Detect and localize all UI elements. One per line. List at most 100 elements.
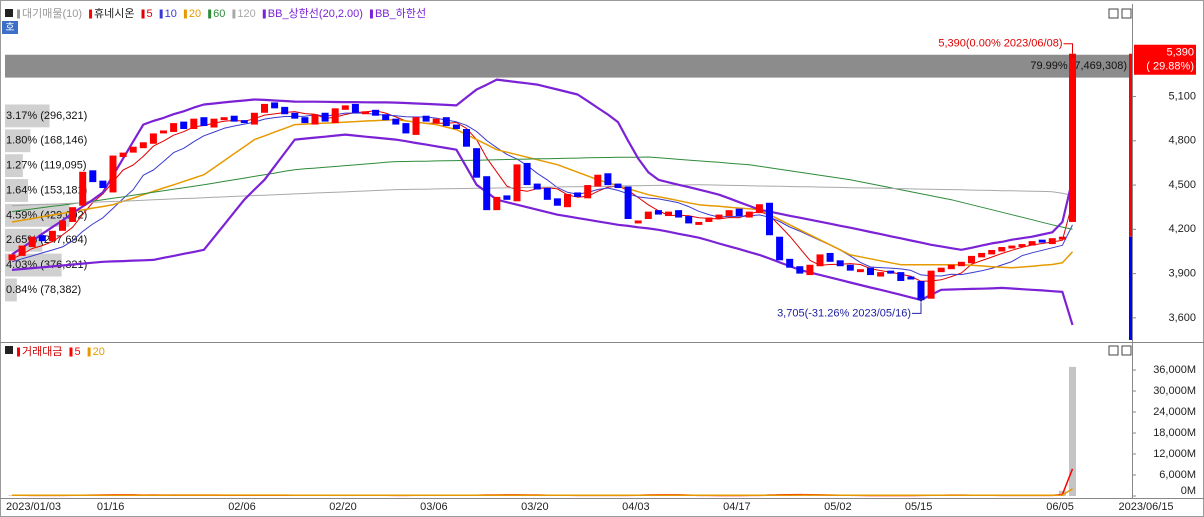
- candle-body: [210, 118, 218, 128]
- legend-swatch: [17, 347, 20, 357]
- candle-body: [564, 193, 571, 208]
- candle-body: [1018, 244, 1026, 248]
- candle-body: [180, 121, 188, 129]
- candle-body: [341, 105, 349, 110]
- candle-body: [1048, 238, 1056, 245]
- candle-body: [614, 183, 622, 189]
- candle-body: [1058, 236, 1066, 240]
- candle-body: [119, 152, 127, 158]
- candle-body: [806, 264, 814, 276]
- annotation-arrow: [912, 302, 922, 314]
- candle-body: [271, 102, 279, 109]
- y-tick-label: 30,000M: [1153, 385, 1196, 397]
- candle-body: [59, 220, 66, 231]
- profile-bar: [5, 129, 31, 153]
- candle-body: [826, 252, 834, 262]
- candle-body: [291, 112, 299, 119]
- candle-body: [230, 115, 238, 122]
- y-tick-label: 36,000M: [1153, 364, 1196, 376]
- panel-tag-box[interactable]: [2, 21, 18, 34]
- x-tick-label: 05/15: [905, 501, 933, 513]
- profile-label: 2.65% (247,694): [6, 234, 87, 246]
- profile-label: 1.80% (168,146): [6, 135, 87, 147]
- candle-body: [877, 272, 885, 277]
- legend-swatch: [89, 9, 93, 19]
- last-price-change: ( 29.88%): [1146, 61, 1194, 73]
- panel-icon[interactable]: [5, 9, 13, 17]
- candle-body: [705, 217, 713, 222]
- legend-label: 대기매물(10): [22, 7, 82, 20]
- legend-swatch: [232, 9, 236, 19]
- panel-button[interactable]: [1121, 345, 1132, 356]
- candle-body: [220, 117, 228, 121]
- candle-body: [422, 115, 430, 122]
- candle-body: [362, 111, 369, 115]
- candle-body: [69, 207, 77, 222]
- line-series: [11, 78, 1074, 256]
- candle-body: [503, 195, 511, 200]
- candle-body: [99, 180, 107, 189]
- candle-body: [412, 117, 420, 135]
- candle-body: [675, 210, 683, 218]
- candle-body: [432, 118, 440, 124]
- candle-body: [200, 117, 208, 127]
- candle-body: [715, 214, 723, 220]
- legend-label: 5: [74, 346, 80, 358]
- line-series: [11, 112, 1073, 277]
- candle-body: [190, 118, 198, 129]
- panel-button[interactable]: [1108, 345, 1119, 356]
- candle-body: [685, 216, 693, 224]
- candle-body: [240, 120, 248, 124]
- legend-label: 휴네시온: [94, 7, 134, 20]
- candle-body: [402, 123, 410, 134]
- candle-body: [836, 260, 844, 267]
- x-tick-label: 05/02: [824, 501, 852, 513]
- legend-label: BB_하한선: [375, 6, 426, 20]
- panel-button[interactable]: [1121, 8, 1132, 19]
- legend-swatch: [262, 9, 266, 19]
- candle-body: [644, 211, 652, 220]
- candle-body: [1038, 239, 1046, 243]
- candle-body: [523, 162, 531, 186]
- line-series: [11, 184, 1073, 207]
- candle-body: [735, 208, 743, 217]
- candle-body: [452, 124, 460, 129]
- last-price-box: [1134, 44, 1196, 75]
- candle-body: [493, 196, 501, 211]
- candle-body: [624, 186, 632, 220]
- candle-body: [1028, 241, 1036, 246]
- profile-label: 3.17% (296,321): [6, 110, 87, 122]
- profile-bar: [5, 54, 1130, 78]
- price-range-up: [1129, 53, 1132, 237]
- candle-body: [988, 249, 996, 255]
- candle-body: [473, 148, 481, 178]
- plot-layer: 0.84% (78,382)4.03% (376,321)2.65% (247,…: [5, 6, 1196, 513]
- candle-body: [574, 192, 582, 197]
- candle-body: [372, 109, 380, 116]
- candle-body: [331, 108, 339, 124]
- line-series: [11, 133, 1074, 326]
- legend-swatch: [69, 347, 73, 357]
- candle-body: [553, 198, 561, 206]
- y-tick-label: 0M: [1181, 485, 1196, 497]
- price-range-down: [1129, 236, 1132, 340]
- candle-body: [250, 112, 258, 125]
- candle-body: [604, 173, 612, 186]
- profile-label: 1.27% (119,095): [6, 160, 87, 172]
- annotation-arrowhead: [918, 298, 924, 303]
- candle-body: [513, 164, 521, 202]
- panel-button[interactable]: [1108, 8, 1119, 19]
- candle-body: [766, 202, 773, 236]
- candle-body: [867, 267, 874, 276]
- y-tick-label: 3,600: [1168, 312, 1196, 324]
- candle-body: [816, 254, 824, 267]
- panel-icon[interactable]: [5, 346, 13, 354]
- candle-body: [897, 272, 905, 281]
- candle-body: [947, 264, 955, 270]
- candle-body: [968, 255, 975, 264]
- candle-body: [261, 103, 268, 113]
- line-series: [12, 488, 1073, 497]
- candle-body: [776, 236, 784, 261]
- panel-tag[interactable]: 호: [5, 22, 14, 34]
